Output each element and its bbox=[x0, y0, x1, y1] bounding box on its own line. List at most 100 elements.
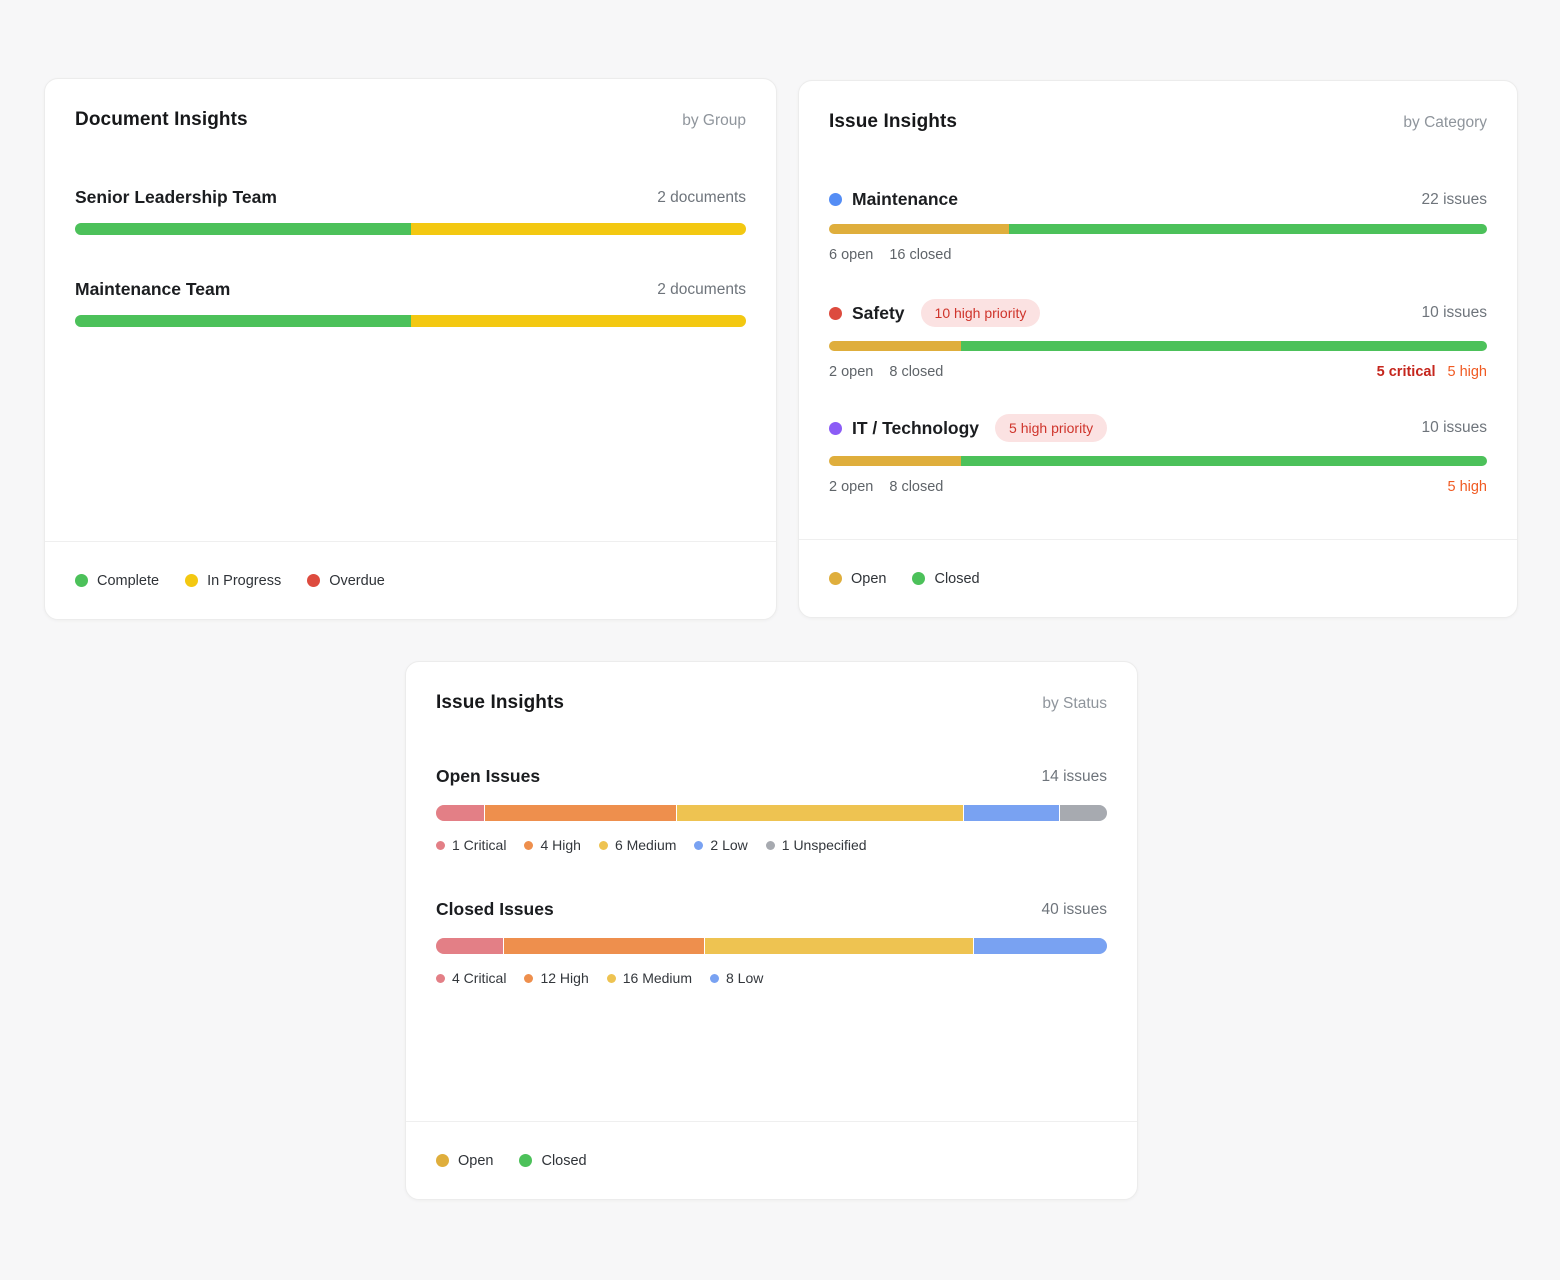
legend-label: 8 Low bbox=[726, 970, 764, 986]
legend-label: Closed bbox=[934, 570, 980, 587]
category-row-it-technology: IT / Technology 5 high priority 10 issue… bbox=[829, 414, 1487, 495]
card-body: Senior Leadership Team 2 documents Maint… bbox=[45, 131, 776, 541]
card-legend: Open Closed bbox=[406, 1121, 1137, 1199]
document-status-bar bbox=[75, 223, 746, 235]
high-dot-icon bbox=[524, 840, 534, 850]
legend-item-critical: 4 Critical bbox=[436, 970, 506, 986]
group-row-senior-leadership-team: Senior Leadership Team 2 documents bbox=[75, 187, 746, 235]
card-subtitle: by Status bbox=[1042, 695, 1107, 712]
legend-item-high: 12 High bbox=[524, 970, 589, 986]
card-subtitle: by Category bbox=[1403, 114, 1487, 131]
legend-item-open: Open bbox=[436, 1153, 493, 1169]
document-count: 2 documents bbox=[657, 280, 746, 298]
legend-label: Overdue bbox=[329, 572, 385, 589]
legend-label: 1 Critical bbox=[452, 837, 507, 853]
category-row-safety: Safety 10 high priority 10 issues 2 open… bbox=[829, 299, 1487, 380]
group-row-maintenance-team: Maintenance Team 2 documents bbox=[75, 279, 746, 327]
legend-label: Open bbox=[458, 1152, 494, 1169]
card-header: Issue Insights by Category bbox=[799, 81, 1517, 133]
high-count: 5 high bbox=[1447, 479, 1487, 495]
open-count: 6 open bbox=[829, 247, 874, 263]
high-priority-badge: 10 high priority bbox=[920, 299, 1041, 327]
open-closed-bar bbox=[829, 456, 1487, 466]
complete-dot-icon bbox=[75, 574, 88, 587]
closed-count: 16 closed bbox=[889, 247, 952, 263]
category-row-maintenance: Maintenance 22 issues 6 open 16 closed bbox=[829, 189, 1487, 263]
issue-count: 40 issues bbox=[1041, 900, 1107, 918]
high-priority-badge: 5 high priority bbox=[995, 414, 1108, 442]
legend-label: In Progress bbox=[207, 572, 282, 589]
in-progress-dot-icon bbox=[185, 574, 199, 587]
issue-count: 22 issues bbox=[1421, 190, 1487, 208]
it-technology-category-dot-icon bbox=[829, 421, 842, 435]
legend-label: 6 Medium bbox=[614, 837, 677, 853]
card-legend: Open Closed bbox=[799, 539, 1517, 617]
legend-label: Complete bbox=[97, 572, 160, 589]
legend-item-overdue: Overdue bbox=[307, 573, 385, 589]
overdue-dot-icon bbox=[307, 574, 321, 587]
document-count: 2 documents bbox=[657, 188, 746, 206]
category-name: IT / Technology bbox=[852, 417, 980, 438]
issue-count: 10 issues bbox=[1421, 304, 1487, 321]
legend-item-unspecified: 1 Unspecified bbox=[765, 837, 867, 853]
legend-item-low: 8 Low bbox=[710, 970, 763, 986]
open-closed-bar bbox=[829, 341, 1487, 351]
document-status-bar bbox=[75, 315, 746, 327]
category-name: Maintenance bbox=[852, 189, 958, 209]
group-name: Senior Leadership Team bbox=[75, 187, 277, 207]
issue-insights-by-category-card: Issue Insights by Category Maintenance 2… bbox=[798, 80, 1518, 618]
closed-dot-icon bbox=[519, 1154, 533, 1167]
unspecified-dot-icon bbox=[765, 840, 775, 850]
legend-label: Open bbox=[851, 570, 887, 587]
card-legend: Complete In Progress Overdue bbox=[45, 541, 776, 619]
legend-label: 2 Low bbox=[710, 837, 748, 853]
status-name: Closed Issues bbox=[436, 899, 554, 919]
legend-label: Closed bbox=[541, 1152, 587, 1169]
severity-bar bbox=[436, 938, 1107, 954]
maintenance-category-dot-icon bbox=[829, 193, 842, 206]
open-count: 2 open bbox=[829, 479, 874, 495]
legend-label: 4 Critical bbox=[452, 970, 507, 986]
card-title: Issue Insights bbox=[829, 111, 958, 132]
card-title: Document Insights bbox=[75, 109, 248, 130]
card-header: Issue Insights by Status bbox=[406, 662, 1137, 714]
group-name: Maintenance Team bbox=[75, 279, 231, 299]
open-dot-icon bbox=[436, 1154, 449, 1167]
legend-label: 12 High bbox=[540, 970, 589, 986]
legend-item-complete: Complete bbox=[75, 573, 159, 589]
severity-legend: 1 Critical 4 High 6 Medium 2 Low 1 Unspe… bbox=[436, 837, 1107, 853]
status-name: Open Issues bbox=[436, 766, 541, 786]
legend-item-medium: 16 Medium bbox=[606, 970, 692, 986]
legend-item-high: 4 High bbox=[524, 837, 581, 853]
high-count: 5 high bbox=[1447, 364, 1487, 380]
category-name: Safety bbox=[852, 302, 905, 323]
legend-item-closed: Closed bbox=[912, 570, 980, 587]
open-dot-icon bbox=[829, 572, 842, 585]
card-body: Open Issues 14 issues 1 Critical 4 High … bbox=[406, 714, 1137, 1121]
card-subtitle: by Group bbox=[682, 112, 746, 129]
safety-category-dot-icon bbox=[829, 306, 842, 320]
closed-dot-icon bbox=[912, 572, 926, 585]
card-header: Document Insights by Group bbox=[45, 79, 776, 131]
closed-count: 8 closed bbox=[889, 364, 944, 380]
medium-dot-icon bbox=[606, 973, 616, 983]
legend-item-critical: 1 Critical bbox=[436, 837, 506, 853]
low-dot-icon bbox=[694, 840, 704, 850]
legend-item-closed: Closed bbox=[519, 1152, 587, 1169]
issue-insights-by-status-card: Issue Insights by Status Open Issues 14 … bbox=[405, 661, 1138, 1200]
document-insights-card: Document Insights by Group Senior Leader… bbox=[44, 78, 777, 620]
critical-dot-icon bbox=[436, 973, 445, 983]
status-row-open-issues: Open Issues 14 issues 1 Critical 4 High … bbox=[436, 766, 1107, 853]
legend-label: 4 High bbox=[540, 837, 581, 853]
critical-count: 5 critical bbox=[1376, 364, 1436, 380]
card-title: Issue Insights bbox=[436, 692, 565, 713]
closed-count: 8 closed bbox=[889, 479, 944, 495]
legend-item-open: Open bbox=[829, 571, 886, 587]
issue-count: 10 issues bbox=[1421, 419, 1487, 436]
high-dot-icon bbox=[524, 973, 534, 983]
critical-dot-icon bbox=[436, 840, 445, 850]
severity-legend: 4 Critical 12 High 16 Medium 8 Low bbox=[436, 970, 1107, 986]
legend-label: 1 Unspecified bbox=[781, 837, 867, 853]
legend-label: 16 Medium bbox=[622, 970, 692, 986]
legend-item-medium: 6 Medium bbox=[598, 837, 677, 853]
